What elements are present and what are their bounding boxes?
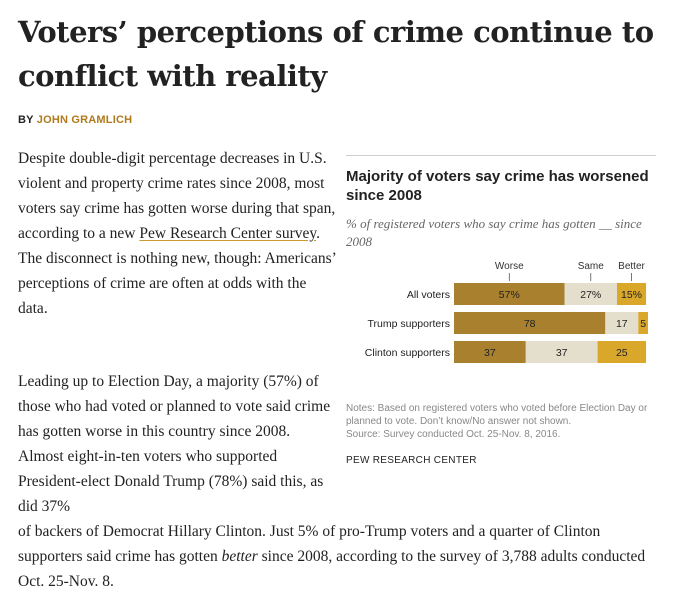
bar-better <box>597 341 647 363</box>
bar-worse <box>454 341 526 363</box>
series-header-same: Same <box>578 261 605 272</box>
data-label-worse: 57% <box>499 289 520 301</box>
author-link[interactable]: JOHN GRAMLICH <box>36 114 133 126</box>
category-label: All voters <box>407 289 450 301</box>
data-label-better: 15% <box>621 289 642 301</box>
bar-same <box>525 341 598 363</box>
data-label-better: 25 <box>616 347 628 359</box>
paragraph-3: of backers of Democrat Hillary Clinton. … <box>18 519 668 594</box>
chart-top-rule <box>346 155 656 156</box>
data-label-better: 5 <box>640 318 646 330</box>
survey-link[interactable]: Pew Research Center survey <box>139 225 317 242</box>
bar-better <box>638 312 648 334</box>
category-label: Clinton supporters <box>365 347 450 359</box>
article-title: Voters’ perceptions of crime continue to… <box>18 15 654 93</box>
chart-figure: Majority of voters say crime has worsene… <box>346 155 656 374</box>
p3-emphasis: better <box>221 548 258 565</box>
pew-credit: PEW RESEARCH CENTER <box>346 455 477 466</box>
byline: BY JOHN GRAMLICH <box>18 114 132 126</box>
notes-text: Notes: Based on registered voters who vo… <box>346 403 648 427</box>
p3-text-after: since 2008, according to the survey of 3… <box>18 548 646 590</box>
bar-worse <box>454 312 606 334</box>
paragraph-2: Leading up to Election Day, a majority (… <box>18 373 331 515</box>
data-label-same: 27% <box>580 289 601 301</box>
paragraph-1: Despite double-digit percentage decrease… <box>18 146 338 321</box>
data-label-worse: 37 <box>484 347 496 359</box>
stacked-bar-chart: Worse Same Better All voters 57% 27% 15% Trump … <box>365 261 648 363</box>
series-header-worse: Worse <box>495 261 524 272</box>
p3-text-before: of backers of Democrat Hillary Clinton. … <box>18 523 601 565</box>
series-header-better: Better <box>618 261 645 272</box>
bar-better <box>616 283 647 305</box>
p1-text-after: . The disconnect is nothing new, though:… <box>18 225 336 317</box>
bar-same <box>605 312 639 334</box>
data-label-same: 17 <box>616 318 628 330</box>
bar-worse <box>454 283 565 305</box>
chart-notes: Notes: Based on registered voters who vo… <box>346 402 666 441</box>
byline-prefix: BY <box>18 114 37 126</box>
data-label-same: 37 <box>556 347 568 359</box>
chart-title: Majority of voters say crime has worsene… <box>346 168 649 204</box>
p1-text-before: Despite double-digit percentage decrease… <box>18 150 336 242</box>
chart-subtitle: % of registered voters who say crime has… <box>346 216 642 249</box>
category-label: Trump supporters <box>368 318 450 330</box>
bar-same <box>564 283 617 305</box>
source-text: Source: Survey conducted Oct. 25-Nov. 8,… <box>346 429 561 440</box>
data-label-worse: 78 <box>524 318 536 330</box>
